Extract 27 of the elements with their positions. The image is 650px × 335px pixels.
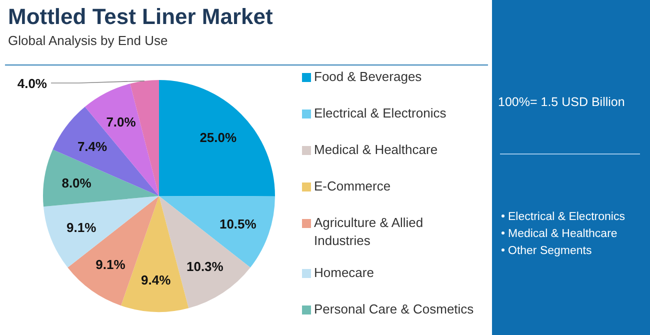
data-label: 9.1% <box>66 220 97 235</box>
data-label: 4.0% <box>17 76 48 91</box>
data-label: 9.4% <box>141 272 172 288</box>
data-label: 10.3% <box>186 258 224 274</box>
pie-slice <box>159 80 275 196</box>
data-label: 10.5% <box>219 216 257 232</box>
data-label: 9.1% <box>96 256 126 272</box>
legend-label: Medical & Healthcare <box>314 142 438 157</box>
legend-label: Homecare <box>314 265 374 280</box>
legend-label: Personal Care & Cosmetics <box>314 302 474 316</box>
data-label: 25.0% <box>200 130 238 146</box>
chart-title: Mottled Test Liner Market <box>8 4 274 29</box>
legend-label: Food & Beverages <box>314 69 422 84</box>
text: Other Segments <box>508 245 592 257</box>
legend-label: E-Commerce <box>314 178 391 194</box>
pie-slice <box>43 196 159 268</box>
pie-slice <box>43 150 159 207</box>
text: 100%= 1.5 USD Billion <box>498 95 625 109</box>
data-label: 8.0% <box>62 176 92 191</box>
text: Medical & Healthcare <box>508 228 618 240</box>
text: Electrical & Electronics <box>508 211 626 223</box>
legend-label: Electrical & Electronics <box>314 106 447 120</box>
data-label: 7.0% <box>106 114 136 130</box>
data-label: 7.4% <box>77 138 108 154</box>
chart-subtitle: Global Analysis by End Use <box>8 33 168 48</box>
pie-slice <box>52 106 159 196</box>
legend-label: Agriculture & Allied Industries <box>314 215 424 248</box>
